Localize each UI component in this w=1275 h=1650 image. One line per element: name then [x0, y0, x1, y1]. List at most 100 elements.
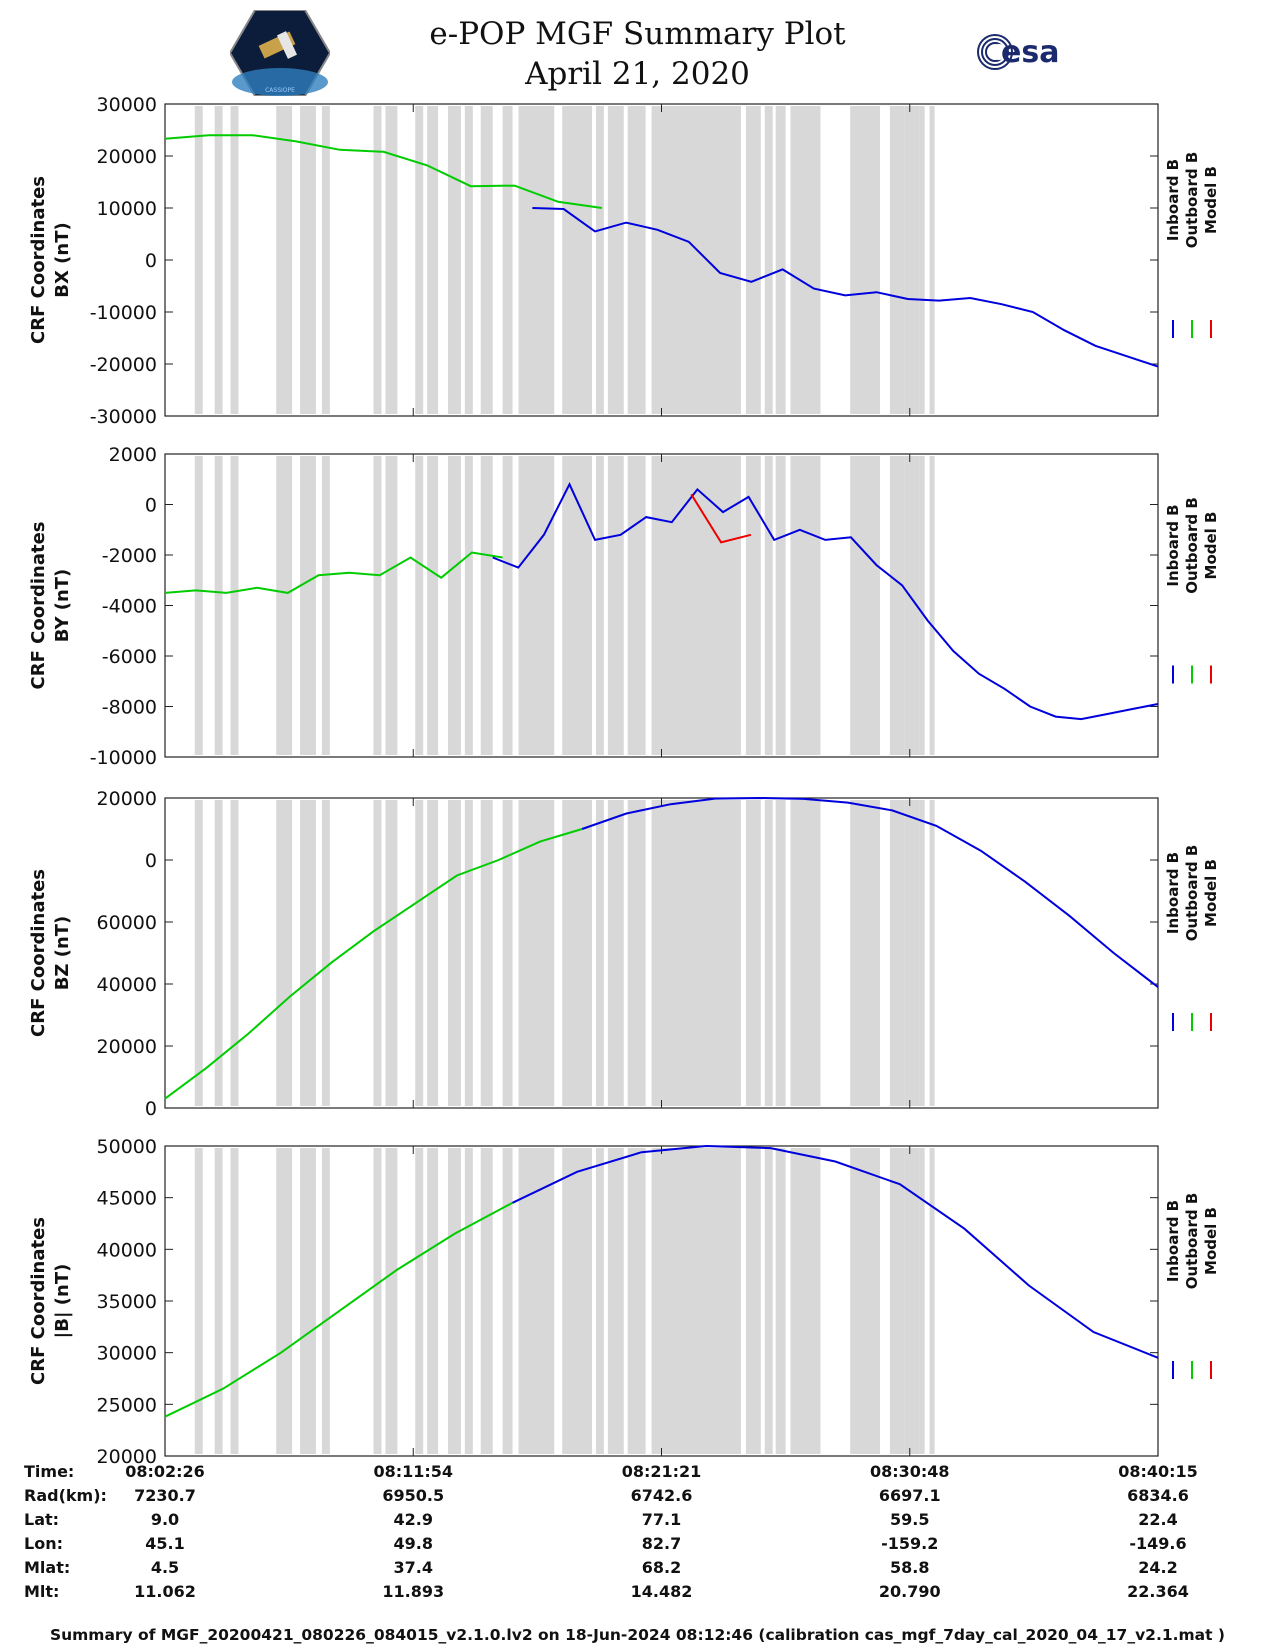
legend-label: Model B	[1202, 512, 1220, 580]
gap-band	[230, 456, 239, 755]
gap-band	[385, 456, 398, 755]
y-tick-label: 30000	[97, 1343, 157, 1365]
info-cell: 14.482	[630, 1582, 693, 1601]
y-tick-label: 40000	[97, 974, 157, 996]
y-tick-label: 50000	[97, 1136, 157, 1158]
info-cell: 08:02:26	[125, 1462, 205, 1481]
y-tick-label: 20000	[97, 788, 157, 810]
info-cell: 42.9	[393, 1510, 433, 1529]
gap-band	[480, 456, 493, 755]
gap-band	[745, 106, 761, 414]
y-tick-label: 30000	[97, 94, 157, 116]
gap-band	[764, 800, 773, 1106]
gap-band	[889, 1148, 905, 1454]
gap-band	[214, 106, 223, 414]
info-row-label: Lat:	[24, 1510, 60, 1529]
gap-band	[919, 1148, 925, 1454]
gap-band	[427, 456, 439, 755]
gap-band	[919, 800, 925, 1106]
gap-band	[502, 456, 513, 755]
info-cell: 22.364	[1127, 1582, 1189, 1601]
gap-band	[919, 456, 925, 755]
gap-band	[775, 106, 786, 414]
y-tick-label: -4000	[102, 596, 157, 618]
gap-band	[427, 800, 439, 1106]
y-tick-label: 10000	[97, 198, 157, 220]
y-tick-label: -10000	[90, 747, 157, 769]
info-cell: 08:40:15	[1118, 1462, 1198, 1481]
y-tick-label: 20000	[97, 1446, 157, 1468]
legend-label: Model B	[1202, 859, 1220, 927]
y-axis-label: BZ (nT)	[52, 916, 73, 991]
series-line-inboard-b	[532, 207, 1159, 368]
gap-band	[230, 1148, 239, 1454]
info-cell: 82.7	[641, 1534, 682, 1553]
gap-band	[790, 456, 821, 755]
info-cell: 49.8	[393, 1534, 433, 1553]
gap-band	[775, 456, 786, 755]
info-cell: -159.2	[881, 1534, 939, 1553]
gap-band	[775, 1148, 786, 1454]
gap-band	[651, 1148, 686, 1454]
y-axis-label: CRF Coordinates	[28, 1217, 49, 1385]
info-cell: 08:30:48	[869, 1462, 950, 1481]
gap-band	[448, 1148, 461, 1454]
y-tick-label: 60000	[97, 912, 157, 934]
gap-band	[276, 106, 293, 414]
gap-band	[300, 1148, 316, 1454]
info-cell: 6697.1	[878, 1486, 941, 1505]
gap-band	[919, 106, 925, 414]
legend-label: Inboard B	[1164, 159, 1182, 241]
info-cell: 20.790	[878, 1582, 941, 1601]
info-row-label: Mlt:	[24, 1582, 60, 1601]
esa-logo: esa	[977, 34, 1059, 70]
y-tick-label: 0	[145, 495, 157, 517]
info-cell: 6742.6	[630, 1486, 693, 1505]
gap-band	[850, 1148, 880, 1454]
gap-band	[681, 800, 741, 1106]
gap-band	[764, 1148, 773, 1454]
legend-label: Inboard B	[1164, 504, 1182, 586]
gap-band	[214, 800, 223, 1106]
legend-label: Model B	[1202, 1207, 1220, 1275]
info-cell: 08:11:54	[373, 1462, 454, 1481]
legend-label: Inboard B	[1164, 1200, 1182, 1282]
info-cell: 77.1	[641, 1510, 682, 1529]
gap-band	[904, 456, 920, 755]
info-cell: 6950.5	[382, 1486, 445, 1505]
series-line-outboard-b	[164, 551, 503, 594]
gap-band	[607, 456, 624, 755]
y-axis-label: |B| (nT)	[52, 1264, 73, 1339]
series-line-model-b	[690, 493, 752, 544]
legend-label: Outboard B	[1183, 497, 1201, 594]
gap-band	[480, 800, 493, 1106]
gap-band	[230, 106, 239, 414]
gap-band	[681, 1148, 741, 1454]
y-tick-label: 45000	[97, 1188, 157, 1210]
gap-band	[502, 800, 513, 1106]
gap-band	[627, 456, 646, 755]
gap-band	[464, 456, 473, 755]
title-date: April 21, 2020	[525, 56, 750, 92]
gap-band	[929, 456, 935, 755]
gap-band	[464, 106, 473, 414]
info-cell: 6834.6	[1127, 1486, 1189, 1505]
gap-band	[464, 800, 473, 1106]
info-cell: 45.1	[145, 1534, 185, 1553]
series-line-outboard-b	[164, 134, 603, 209]
gap-band	[889, 456, 905, 755]
gap-band	[595, 106, 604, 414]
gap-band	[448, 456, 461, 755]
gap-band	[745, 800, 761, 1106]
left-logo-text: CASSIOPE	[265, 87, 295, 94]
series-line-outboard-b	[164, 828, 583, 1100]
gap-band	[850, 106, 880, 414]
gap-band	[850, 456, 880, 755]
info-cell: 37.4	[393, 1558, 433, 1577]
gap-band	[415, 1148, 424, 1454]
gap-band	[518, 106, 555, 414]
gap-band	[651, 800, 686, 1106]
gap-band	[448, 800, 461, 1106]
gap-band	[214, 456, 223, 755]
